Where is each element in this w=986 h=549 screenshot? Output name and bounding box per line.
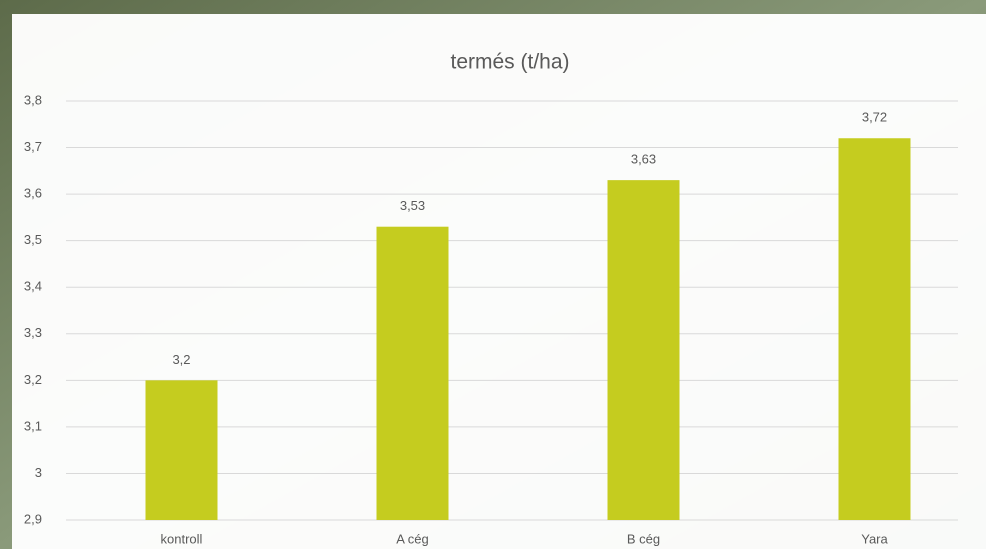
y-tick-label: 3,5	[24, 232, 42, 247]
y-tick-label: 3,1	[24, 418, 42, 433]
y-tick-label: 3,6	[24, 186, 42, 201]
x-tick-label: B cég	[627, 531, 660, 546]
value-label: 3,72	[862, 110, 887, 125]
bar	[146, 380, 218, 520]
chart: termés (t/ha) 2,9 3 3,1 3,2 3,3 3,4 3,5 3,6 3,7 3…	[0, 0, 986, 549]
value-label: 3,53	[400, 198, 425, 213]
x-tick-label: kontroll	[161, 531, 203, 546]
y-tick-label: 3,8	[24, 92, 42, 107]
bar	[377, 227, 449, 520]
bar	[839, 138, 911, 520]
y-tick-label: 3	[35, 465, 42, 480]
chart-title: termés (t/ha)	[450, 51, 569, 74]
y-tick-label: 3,2	[24, 372, 42, 387]
page: {"chart_data": {"type": "bar", "title": …	[0, 0, 986, 549]
value-label: 3,2	[172, 352, 190, 367]
y-tick-label: 2,9	[24, 511, 42, 526]
x-tick-label: A cég	[396, 531, 429, 546]
y-tick-label: 3,4	[24, 279, 42, 294]
value-label: 3,63	[631, 152, 656, 167]
y-tick-label: 3,3	[24, 325, 42, 340]
x-tick-label: Yara	[861, 531, 888, 546]
y-tick-label: 3,7	[24, 139, 42, 154]
bar	[608, 180, 680, 520]
